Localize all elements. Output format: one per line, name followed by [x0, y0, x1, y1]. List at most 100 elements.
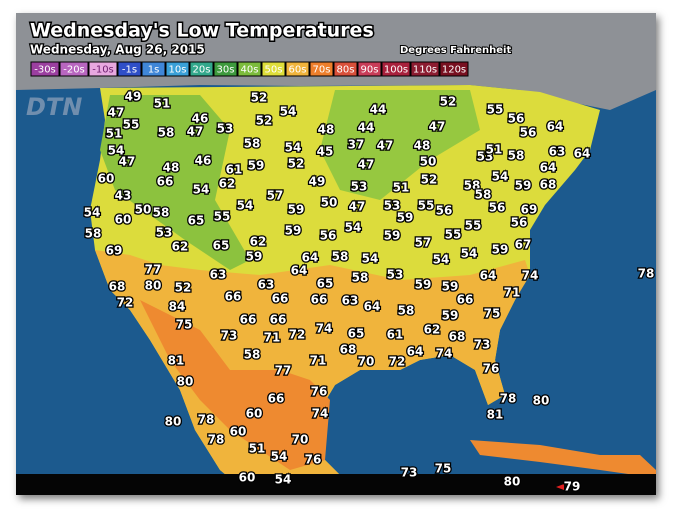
- temperature-label: 62: [219, 177, 236, 191]
- temperature-label: 54: [84, 206, 101, 220]
- temperature-label: 59: [397, 211, 414, 225]
- legend-swatch: [439, 61, 469, 77]
- temperature-label: 59: [248, 159, 265, 173]
- temperature-label: 56: [436, 204, 453, 218]
- legend-swatch: [141, 61, 166, 77]
- temperature-label: 55: [465, 219, 482, 233]
- temperature-label: 65: [213, 239, 230, 253]
- temperature-label: 80: [145, 279, 162, 293]
- land-cool: [100, 95, 250, 270]
- temperature-label: 45: [317, 145, 334, 159]
- temperature-label: 54: [345, 221, 362, 235]
- temperature-label: 66: [157, 175, 174, 189]
- temperature-label: 78: [208, 433, 225, 447]
- temperature-label: 60: [98, 172, 115, 186]
- temperature-label: 54: [271, 450, 288, 464]
- legend-swatch: [165, 61, 190, 77]
- temperature-label: 59: [285, 224, 302, 238]
- legend-swatch: [88, 61, 118, 77]
- temperature-label: 51: [249, 442, 266, 456]
- temperature-label: 74: [316, 322, 333, 336]
- temperature-label: 59: [415, 278, 432, 292]
- legend-swatch: [285, 61, 310, 77]
- temperature-label: 47: [358, 158, 375, 172]
- temperature-label: 69: [521, 203, 538, 217]
- temperature-label: 50: [135, 203, 152, 217]
- legend-label: 40s: [241, 65, 259, 76]
- temperature-label: 59: [246, 250, 263, 264]
- legend-swatch: [213, 61, 238, 77]
- legend-label: 90s: [361, 65, 379, 76]
- temperature-label: 76: [483, 362, 500, 376]
- temperature-label: 72: [289, 328, 306, 342]
- temperature-label: 67: [515, 238, 532, 252]
- caribbean: [470, 440, 656, 478]
- legend-label: 110s: [413, 65, 437, 76]
- temperature-label: 59: [515, 179, 532, 193]
- temperature-label: 55: [445, 228, 462, 242]
- legend-label: 30s: [217, 65, 235, 76]
- temperature-label: 54: [362, 252, 379, 266]
- land-cool: [320, 90, 480, 200]
- temperature-label: 48: [163, 161, 180, 175]
- temperature-label: 70: [292, 433, 309, 447]
- units: Degrees Fahrenheit: [400, 45, 511, 56]
- temperature-label: 46: [195, 154, 212, 168]
- temperature-label: 52: [256, 114, 273, 128]
- temperature-label: 54: [280, 105, 297, 119]
- legend-swatch: [261, 61, 286, 77]
- legend: -30s -20s -10s -1s 1s 10s 20s 30s 40s 50s 60s 70s 80…: [30, 61, 469, 77]
- temperature-label: 68: [109, 280, 126, 294]
- temperature-label: 71: [264, 331, 281, 345]
- temperature-label: 80: [504, 475, 521, 489]
- temperature-label: 44: [370, 103, 387, 117]
- temperature-label: 51: [154, 97, 171, 111]
- temperature-label: 71: [310, 354, 327, 368]
- temperature-label: 58: [475, 188, 492, 202]
- legend-swatch: [189, 61, 214, 77]
- temperature-label: 57: [415, 236, 432, 250]
- temperature-label: 56: [489, 201, 506, 215]
- temperature-label: 66: [311, 293, 328, 307]
- temperature-label: 53: [156, 226, 173, 240]
- temperature-label: 65: [317, 277, 334, 291]
- temperature-label: 54: [461, 247, 478, 261]
- temperature-label: 49: [309, 175, 326, 189]
- temperature-label: 64: [364, 300, 381, 314]
- temperature-label: 75: [484, 307, 501, 321]
- temperature-label: 59: [442, 280, 459, 294]
- temperature-label: 66: [240, 313, 257, 327]
- legend-label: -20s: [63, 65, 85, 76]
- temperature-label: 54: [193, 183, 210, 197]
- temperature-label: 47: [119, 155, 136, 169]
- legend-label: 100s: [384, 65, 408, 76]
- temperature-label: 73: [474, 338, 491, 352]
- temperature-label: 61: [226, 163, 243, 177]
- temperature-label: 74: [312, 407, 329, 421]
- temperature-label: 68: [540, 178, 557, 192]
- temperature-label: 52: [440, 95, 457, 109]
- legend-label: 60s: [289, 65, 307, 76]
- temperature-label: 68: [449, 330, 466, 344]
- legend-swatch: [117, 61, 142, 77]
- temperature-label: 78: [500, 392, 517, 406]
- temperature-label: 59: [492, 243, 509, 257]
- temperature-label: 75: [176, 318, 193, 332]
- legend-swatch: [410, 61, 440, 77]
- temperature-label: 64: [547, 120, 564, 134]
- temperature-label: 60: [115, 213, 132, 227]
- temperature-label: 47: [187, 125, 204, 139]
- temperature-label: 71: [504, 286, 521, 300]
- temperature-label: 81: [487, 408, 504, 422]
- temperature-label: 66: [268, 392, 285, 406]
- temperature-label: 54: [275, 473, 292, 487]
- marker: [556, 484, 564, 490]
- temperature-label: 60: [246, 407, 263, 421]
- temperature-label: 75: [435, 462, 452, 476]
- temperature-label: 78: [198, 413, 215, 427]
- logo: DTN: [26, 93, 82, 121]
- legend-swatch: [309, 61, 334, 77]
- temperature-label: 54: [108, 144, 125, 158]
